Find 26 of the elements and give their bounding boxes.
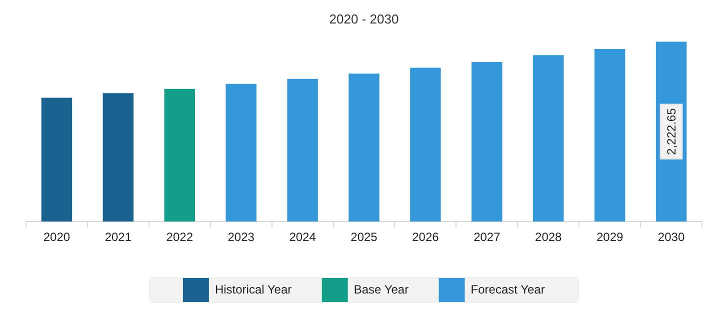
legend-label: Historical Year: [214, 282, 292, 296]
bar: [287, 78, 318, 222]
x-tick-label: 2025: [350, 230, 378, 244]
bar: [594, 49, 626, 222]
bar: [41, 98, 72, 222]
bar: [348, 74, 380, 222]
bar: [410, 68, 441, 222]
x-tick-label: 2024: [289, 230, 316, 244]
data-label: 2,222.65: [664, 108, 679, 155]
x-tick-label: 2021: [104, 230, 132, 244]
bar: [102, 93, 134, 222]
bar: [472, 62, 502, 222]
bar: [164, 88, 195, 222]
x-tick-label: 2027: [474, 230, 501, 244]
x-tick-label: 2023: [228, 230, 255, 244]
chart-title: 2020 - 2030: [329, 11, 399, 26]
x-tick-label: 2020: [43, 230, 70, 244]
x-tick-label: 2026: [412, 230, 440, 244]
x-tick-label: 2022: [166, 230, 194, 244]
bar: [226, 84, 256, 222]
bar: [533, 55, 564, 222]
legend-label: Forecast Year: [470, 282, 545, 296]
x-tick-label: 2029: [596, 230, 624, 244]
x-tick-label: 2030: [658, 230, 685, 244]
x-tick-label: 2028: [535, 230, 562, 244]
legend-label: Base Year: [354, 282, 409, 296]
